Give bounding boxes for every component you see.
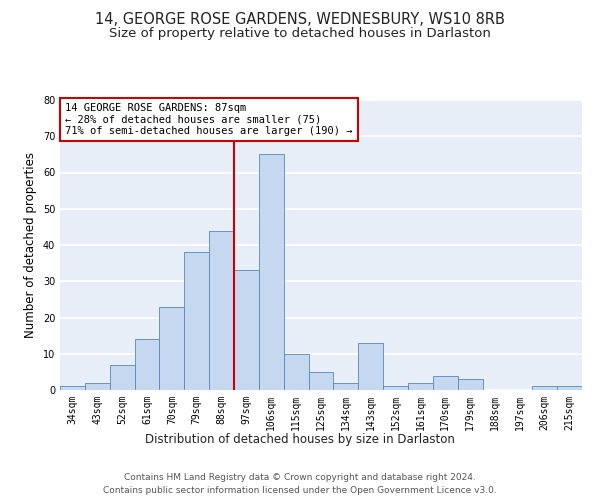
Bar [308,372,334,390]
Bar [259,154,284,390]
Bar [383,386,408,390]
Bar [433,376,458,390]
Bar [110,364,134,390]
Bar [184,252,209,390]
Text: Contains HM Land Registry data © Crown copyright and database right 2024.: Contains HM Land Registry data © Crown c… [124,472,476,482]
Bar [160,306,184,390]
Text: 14 GEORGE ROSE GARDENS: 87sqm
← 28% of detached houses are smaller (75)
71% of s: 14 GEORGE ROSE GARDENS: 87sqm ← 28% of d… [65,103,353,136]
Bar [408,383,433,390]
Bar [209,230,234,390]
Bar [284,354,308,390]
Y-axis label: Number of detached properties: Number of detached properties [24,152,37,338]
Text: 14, GEORGE ROSE GARDENS, WEDNESBURY, WS10 8RB: 14, GEORGE ROSE GARDENS, WEDNESBURY, WS1… [95,12,505,28]
Bar [85,383,110,390]
Bar [532,386,557,390]
Text: Distribution of detached houses by size in Darlaston: Distribution of detached houses by size … [145,432,455,446]
Bar [60,386,85,390]
Bar [458,379,482,390]
Text: Size of property relative to detached houses in Darlaston: Size of property relative to detached ho… [109,28,491,40]
Bar [358,343,383,390]
Bar [234,270,259,390]
Text: Contains public sector information licensed under the Open Government Licence v3: Contains public sector information licen… [103,486,497,495]
Bar [134,339,160,390]
Bar [557,386,582,390]
Bar [334,383,358,390]
